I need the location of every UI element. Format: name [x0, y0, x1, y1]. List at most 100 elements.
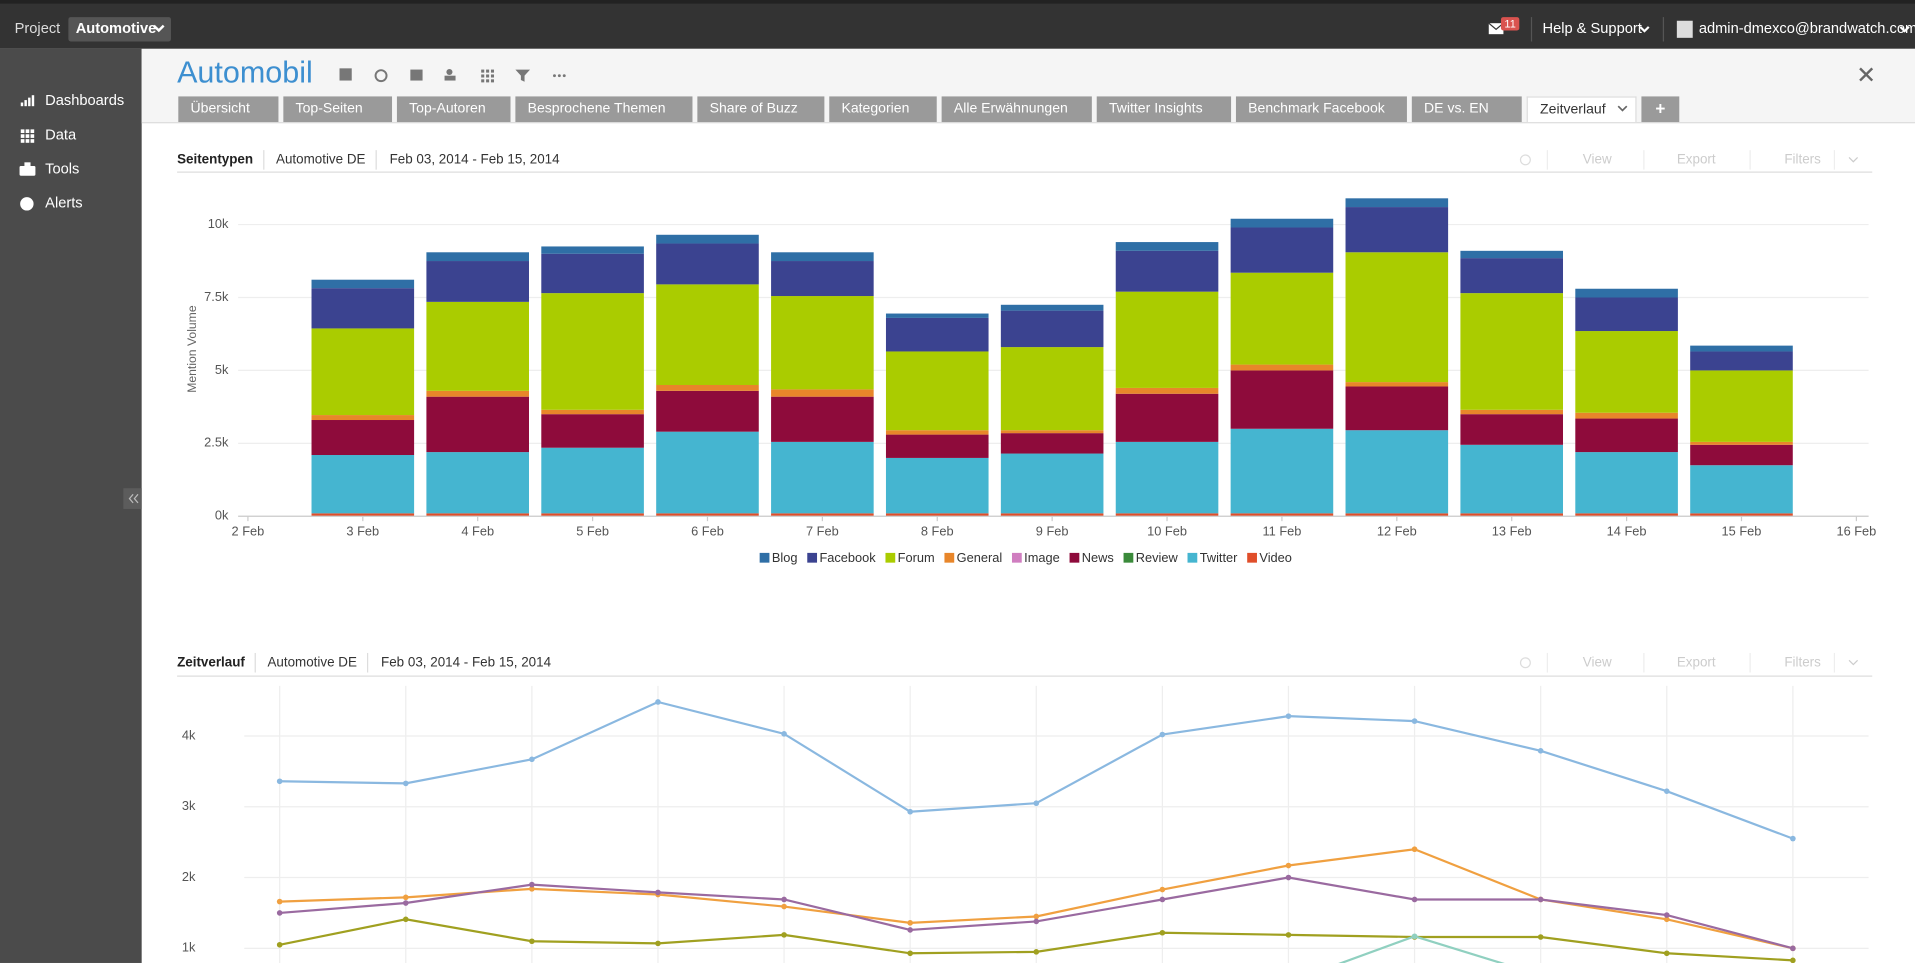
legend-swatch[interactable]: [1069, 552, 1080, 563]
user-menu[interactable]: admin-dmexco@brandwatch.com: [1699, 21, 1915, 37]
bar-segment: [656, 243, 759, 285]
tab[interactable]: Twitter Insights: [1096, 96, 1232, 123]
close-button[interactable]: [1859, 67, 1874, 82]
line-point: [1663, 950, 1670, 957]
project-name[interactable]: Automotive: [76, 21, 157, 37]
bar-segment: [311, 288, 415, 329]
panel-control[interactable]: Export: [1677, 151, 1716, 166]
legend-label[interactable]: Review: [1136, 550, 1179, 565]
line-point: [781, 932, 787, 938]
line-point: [781, 903, 787, 910]
bar-segment: [426, 452, 529, 514]
legend-swatch[interactable]: [885, 552, 896, 563]
bar-segment: [656, 284, 759, 386]
bar-segment: [771, 396, 874, 442]
line-point: [1663, 916, 1670, 923]
mail-flap: [1488, 22, 1504, 31]
nav-item[interactable]: Data: [45, 127, 77, 143]
bar-segment: [1345, 252, 1449, 383]
bar-segment: [541, 513, 644, 517]
bar-segment: [1115, 250, 1219, 292]
bar-segment: [1000, 433, 1104, 454]
tab[interactable]: Kategorien: [829, 96, 937, 123]
legend-swatch[interactable]: [1011, 552, 1022, 563]
project-select[interactable]: [68, 17, 171, 42]
bar-segment: [885, 513, 989, 517]
tab[interactable]: DE vs. EN: [1411, 96, 1522, 123]
line-point: [402, 916, 409, 923]
line-point: [276, 898, 283, 905]
legend-swatch[interactable]: [944, 552, 955, 563]
legend-label[interactable]: Twitter: [1200, 550, 1238, 565]
bar-segment: [426, 396, 529, 453]
collapse-icon: [128, 493, 139, 504]
project-label: Project: [15, 21, 61, 37]
tab[interactable]: +: [1641, 96, 1680, 123]
y-tick-label: 0k: [215, 508, 229, 523]
legend-swatch[interactable]: [1247, 552, 1257, 563]
tab[interactable]: Share of Buzz: [697, 96, 825, 123]
bar-segment: [885, 434, 989, 458]
legend-label[interactable]: News: [1082, 550, 1114, 565]
collapse-button[interactable]: [123, 488, 142, 509]
panel-control[interactable]: Export: [1677, 654, 1716, 669]
tab[interactable]: Top-Seiten: [283, 96, 393, 123]
line-point: [529, 886, 535, 892]
bar-segment: [1575, 513, 1678, 517]
bar-segment: [1460, 444, 1564, 514]
tab[interactable]: Alle Erwähnungen: [941, 96, 1092, 123]
bar-segment: [1575, 418, 1678, 453]
legend-label[interactable]: Forum: [898, 550, 935, 565]
legend-swatch[interactable]: [759, 552, 770, 563]
bar-segment: [1460, 250, 1564, 259]
x-tick-label: 8 Feb: [921, 524, 954, 539]
bar-segment: [1000, 513, 1104, 517]
bar-segment: [1690, 465, 1793, 514]
nav-item[interactable]: Alerts: [45, 196, 82, 212]
legend-swatch[interactable]: [1187, 552, 1198, 563]
toolbar-icons[interactable]: [339, 68, 566, 83]
tab[interactable]: Benchmark Facebook: [1235, 96, 1407, 123]
bar-segment: [1690, 345, 1793, 352]
legend-label[interactable]: Video: [1259, 550, 1292, 565]
bar-segment: [311, 513, 415, 517]
bar-segment: [1345, 386, 1449, 431]
panel-query: Automotive DE: [276, 151, 365, 166]
legend-swatch[interactable]: [1123, 552, 1134, 563]
bar-segment: [771, 441, 874, 514]
line-point: [529, 881, 535, 888]
x-tick-label: 3 Feb: [346, 524, 379, 539]
panel-control[interactable]: View: [1583, 151, 1612, 166]
legend-label[interactable]: Blog: [772, 550, 798, 565]
bar-segment: [541, 447, 644, 514]
legend-label[interactable]: Facebook: [819, 550, 876, 565]
nav-item[interactable]: Tools: [45, 162, 79, 178]
chevron: [1617, 105, 1628, 112]
panel-control[interactable]: Filters: [1784, 654, 1821, 669]
tab[interactable]: Zeitverlauf: [1526, 96, 1637, 123]
tab[interactable]: Übersicht: [178, 96, 279, 123]
tab[interactable]: Top-Autoren: [396, 96, 511, 123]
bar-segment: [1230, 370, 1334, 429]
line-point: [1411, 933, 1418, 940]
x-tick-label: 11 Feb: [1262, 524, 1301, 539]
line-point: [907, 927, 913, 933]
bar-segment: [1460, 513, 1564, 517]
nav-item[interactable]: Dashboards: [45, 93, 124, 109]
line-point: [1663, 788, 1670, 794]
tab[interactable]: Besprochene Themen: [515, 96, 693, 123]
line-point: [907, 808, 913, 815]
legend-swatch[interactable]: [807, 552, 818, 563]
bar-segment: [885, 457, 989, 514]
panel-control[interactable]: View: [1583, 654, 1612, 669]
legend-label[interactable]: General: [957, 550, 1003, 565]
panel-query: Automotive DE: [267, 654, 356, 669]
help-menu[interactable]: Help & Support: [1543, 21, 1642, 37]
bar-segment: [1575, 452, 1678, 514]
line-point: [1411, 846, 1418, 853]
bar-segment: [885, 313, 989, 318]
panel-control[interactable]: Filters: [1784, 151, 1821, 166]
legend-label[interactable]: Image: [1024, 550, 1060, 565]
bar-segment: [656, 390, 759, 432]
bar-segment: [656, 234, 759, 244]
